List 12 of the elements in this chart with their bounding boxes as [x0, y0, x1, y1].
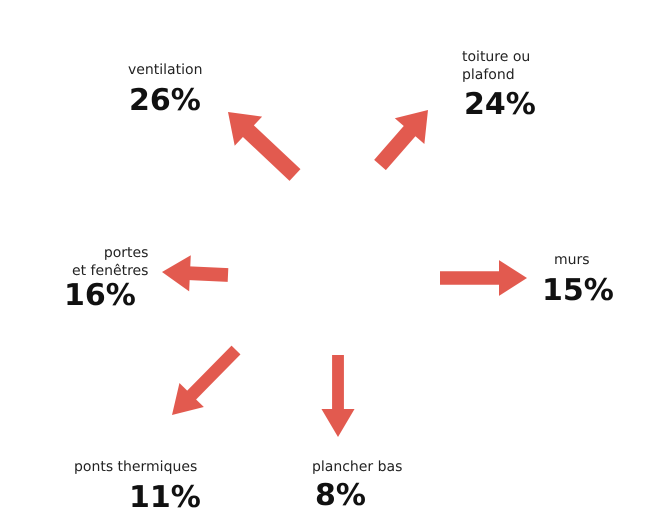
data-label: 11%	[129, 480, 201, 515]
data-label: 8%	[315, 478, 366, 513]
category-label: murs	[554, 252, 590, 268]
category-label: ponts thermiques	[74, 459, 198, 475]
data-label: 24%	[464, 87, 536, 122]
category-label: portes et fenêtres	[72, 245, 148, 280]
data-label: 16%	[64, 278, 136, 313]
data-label: 15%	[542, 273, 614, 308]
category-label: ventilation	[128, 62, 202, 78]
data-label: 26%	[129, 83, 201, 118]
category-label: toiture ou plafond	[462, 49, 530, 84]
category-label: plancher bas	[312, 459, 402, 475]
